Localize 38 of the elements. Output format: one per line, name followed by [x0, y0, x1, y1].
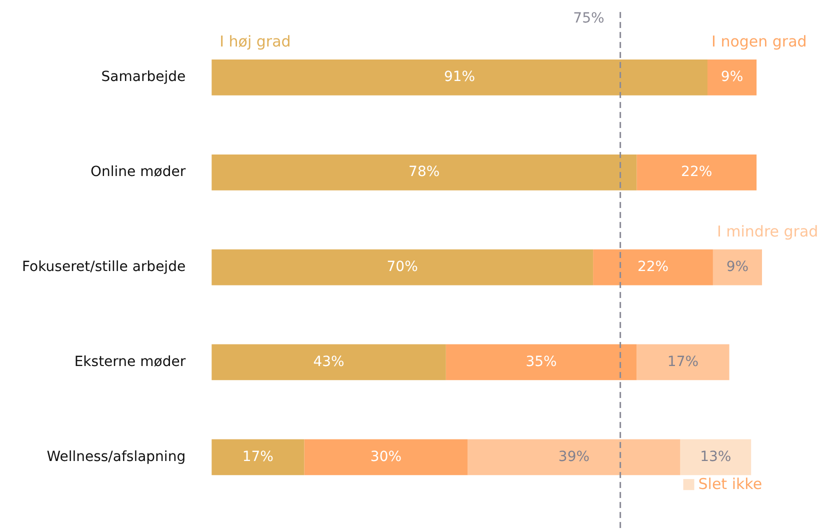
series-label: I mindre grad: [716, 222, 818, 240]
bar: [212, 439, 304, 476]
bar: [680, 439, 752, 476]
series-label: I nogen grad: [712, 32, 807, 50]
data-label: 35%: [526, 354, 557, 370]
data-label: 43%: [313, 354, 344, 370]
legend-label: Slet ikke: [698, 474, 762, 493]
bar: [708, 60, 757, 96]
data-label: 22%: [681, 164, 712, 180]
series-label: I høj grad: [220, 32, 291, 50]
data-label: 9%: [720, 69, 744, 86]
bar: [636, 154, 757, 190]
bar: [212, 154, 637, 190]
bar: [212, 344, 446, 380]
data-label: 78%: [408, 164, 440, 180]
bar: [304, 439, 468, 476]
y-tick-label: Wellness/afslapning: [46, 448, 186, 465]
y-tick-label: Fokuseret/stille arbejde: [22, 258, 186, 275]
bar: [212, 249, 594, 286]
y-tick-label: Eksterne møder: [74, 354, 186, 370]
data-label: 22%: [637, 258, 669, 275]
data-label: 17%: [667, 354, 699, 370]
data-label: 17%: [242, 448, 274, 465]
bar: [212, 60, 708, 96]
data-label: 39%: [558, 448, 590, 465]
bar: [446, 344, 637, 380]
data-label: 70%: [386, 258, 418, 275]
bar: [593, 249, 713, 286]
data-label: 30%: [370, 448, 402, 465]
bar: [468, 439, 680, 476]
ref-line-label: 75%: [573, 10, 604, 27]
bar: [636, 344, 730, 380]
y-tick-label: Samarbejde: [101, 69, 186, 86]
data-label: 13%: [700, 448, 732, 465]
y-tick-label: Online møder: [90, 164, 186, 180]
bar: [712, 249, 762, 286]
data-label: 91%: [444, 69, 476, 86]
data-label: 9%: [726, 258, 749, 275]
